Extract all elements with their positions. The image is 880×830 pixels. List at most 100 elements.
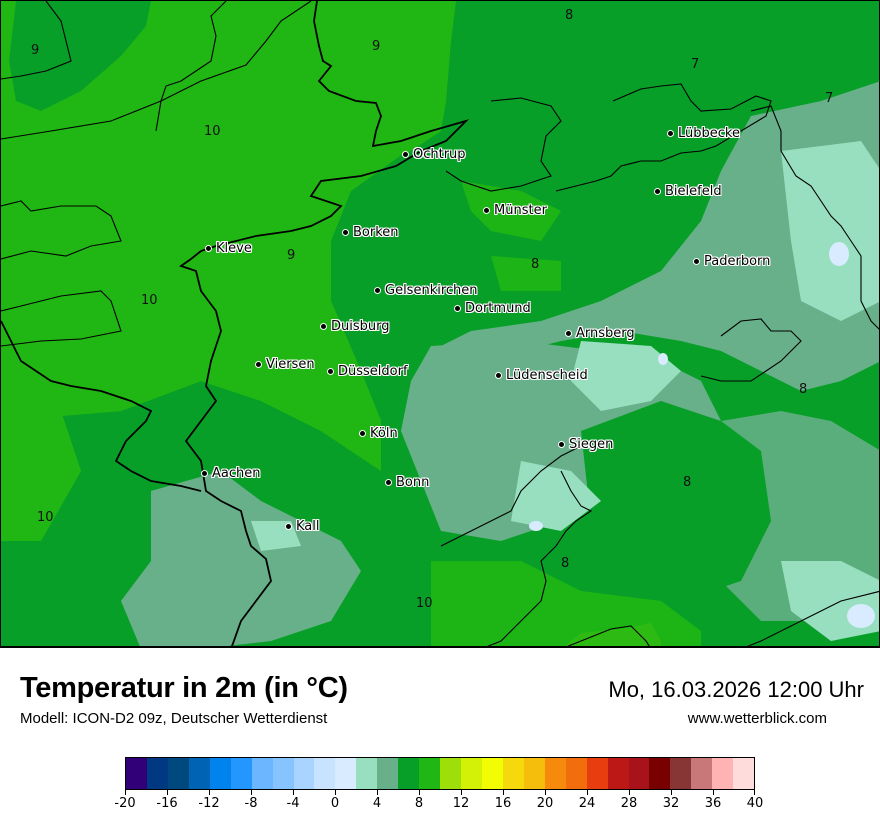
city-dot-icon — [285, 523, 292, 530]
colorbar-tick-label: 28 — [620, 796, 638, 811]
colorbar-segment — [607, 758, 629, 789]
colorbar-segment — [565, 758, 587, 789]
model-subtitle: Modell: ICON-D2 09z, Deutscher Wetterdie… — [20, 710, 328, 727]
city-label: Kall — [296, 519, 320, 534]
website-link[interactable]: www.wetterblick.com — [687, 710, 827, 727]
colorbar-segment — [398, 758, 420, 789]
city-marker: Paderborn — [693, 254, 770, 269]
contour-label: 8 — [561, 556, 570, 571]
colorbar-segment — [293, 758, 315, 789]
colorbar-tick-label: 36 — [704, 796, 722, 811]
city-label: Borken — [353, 225, 399, 240]
city-label: Gelsenkirchen — [385, 283, 478, 298]
colorbar-tick-label: 40 — [746, 796, 764, 811]
contour-label: 10 — [141, 293, 158, 308]
colorbar-segment — [419, 758, 441, 789]
city-marker: Lüdenscheid — [495, 368, 588, 383]
city-marker: Borken — [342, 225, 399, 240]
colorbar-segment — [272, 758, 294, 789]
city-label: Paderborn — [704, 254, 771, 269]
colorbar-tick-label: 20 — [536, 796, 554, 811]
contour-label: 7 — [691, 57, 700, 72]
colorbar-tick-label: 16 — [494, 796, 512, 811]
city-label: Münster — [494, 203, 547, 218]
colorbar-segment — [230, 758, 252, 789]
colorbar-tick — [167, 790, 168, 795]
colorbar-tick-label: -8 — [244, 796, 258, 811]
colorbar-segment — [712, 758, 734, 789]
city-label: Bonn — [396, 475, 430, 490]
colorbar-segment — [691, 758, 713, 789]
forecast-datetime: Mo, 16.03.2026 12:00 Uhr — [608, 677, 864, 702]
contour-label: 9 — [31, 43, 40, 58]
city-dot-icon — [205, 245, 212, 252]
contour-label: 8 — [565, 8, 574, 23]
city-dot-icon — [402, 151, 409, 158]
colorbar-ticks: -20 -16 -12 -8 -4 0 4 8 12 16 20 24 28 32 36 40 — [114, 790, 763, 820]
city-dot-icon — [654, 188, 661, 195]
colorbar-tick — [754, 790, 755, 795]
city-dot-icon — [565, 330, 572, 337]
city-marker: Lübbecke — [667, 126, 740, 141]
colorbar-segment — [188, 758, 210, 789]
city-dot-icon — [495, 372, 502, 379]
city-dot-icon — [255, 361, 262, 368]
colorbar-tick — [671, 790, 672, 795]
colorbar-tick-label: -16 — [156, 796, 178, 811]
colorbar-tick — [545, 790, 546, 795]
city-marker: Viersen — [255, 357, 315, 372]
temperature-colorbar — [125, 757, 755, 790]
colorbar-tick-label: 4 — [372, 796, 382, 811]
colorbar-tick — [503, 790, 504, 795]
colorbar-tick-label: -4 — [286, 796, 300, 811]
colorbar-segment — [481, 758, 503, 789]
city-label: Ochtrup — [413, 147, 466, 162]
colorbar-segment — [126, 758, 147, 789]
colorbar-tick — [587, 790, 588, 795]
city-label: Bielefeld — [665, 184, 722, 199]
colorbar-tick-label: 24 — [578, 796, 596, 811]
colorbar-tick-label: 32 — [662, 796, 680, 811]
colorbar-segment — [502, 758, 524, 789]
city-marker: Dortmund — [454, 301, 531, 316]
city-marker: Bonn — [385, 475, 429, 490]
city-label: Lüdenscheid — [506, 368, 588, 383]
city-dot-icon — [359, 430, 366, 437]
city-marker: Duisburg — [320, 319, 390, 334]
colorbar-segment — [649, 758, 671, 789]
colorbar-tick — [125, 790, 126, 795]
city-marker: Kleve — [205, 241, 252, 256]
colorbar-tick — [377, 790, 378, 795]
colorbar-segment — [146, 758, 168, 789]
city-label: Köln — [370, 426, 398, 441]
city-marker: Siegen — [558, 437, 613, 452]
city-label: Kleve — [216, 241, 252, 256]
colorbar-segment — [356, 758, 378, 789]
colorbar-segment — [167, 758, 189, 789]
colorbar-segment — [628, 758, 650, 789]
colorbar-segment — [209, 758, 231, 789]
colorbar-tick — [713, 790, 714, 795]
colorbar-tick — [251, 790, 252, 795]
temperature-field — [1, 1, 879, 646]
city-marker: Arnsberg — [565, 326, 635, 341]
contour-label: 9 — [372, 39, 381, 54]
city-dot-icon — [201, 470, 208, 477]
contour-label: 8 — [531, 257, 540, 272]
city-label: Lübbecke — [678, 126, 740, 141]
colorbar-tick-label: 8 — [414, 796, 424, 811]
colorbar-segment — [544, 758, 566, 789]
city-dot-icon — [320, 323, 327, 330]
city-dot-icon — [558, 441, 565, 448]
city-label: Düsseldorf — [338, 364, 408, 379]
colorbar-segment — [670, 758, 692, 789]
city-dot-icon — [342, 229, 349, 236]
temperature-map: Ochtrup Lübbecke Bielefeld Münster Borken Kle… — [0, 0, 880, 648]
colorbar-tick — [293, 790, 294, 795]
city-marker: Kall — [285, 519, 320, 534]
colorbar-tick — [335, 790, 336, 795]
colorbar-segment — [733, 758, 755, 789]
city-dot-icon — [327, 368, 334, 375]
colorbar-segment — [335, 758, 357, 789]
city-label: Aachen — [212, 466, 261, 481]
